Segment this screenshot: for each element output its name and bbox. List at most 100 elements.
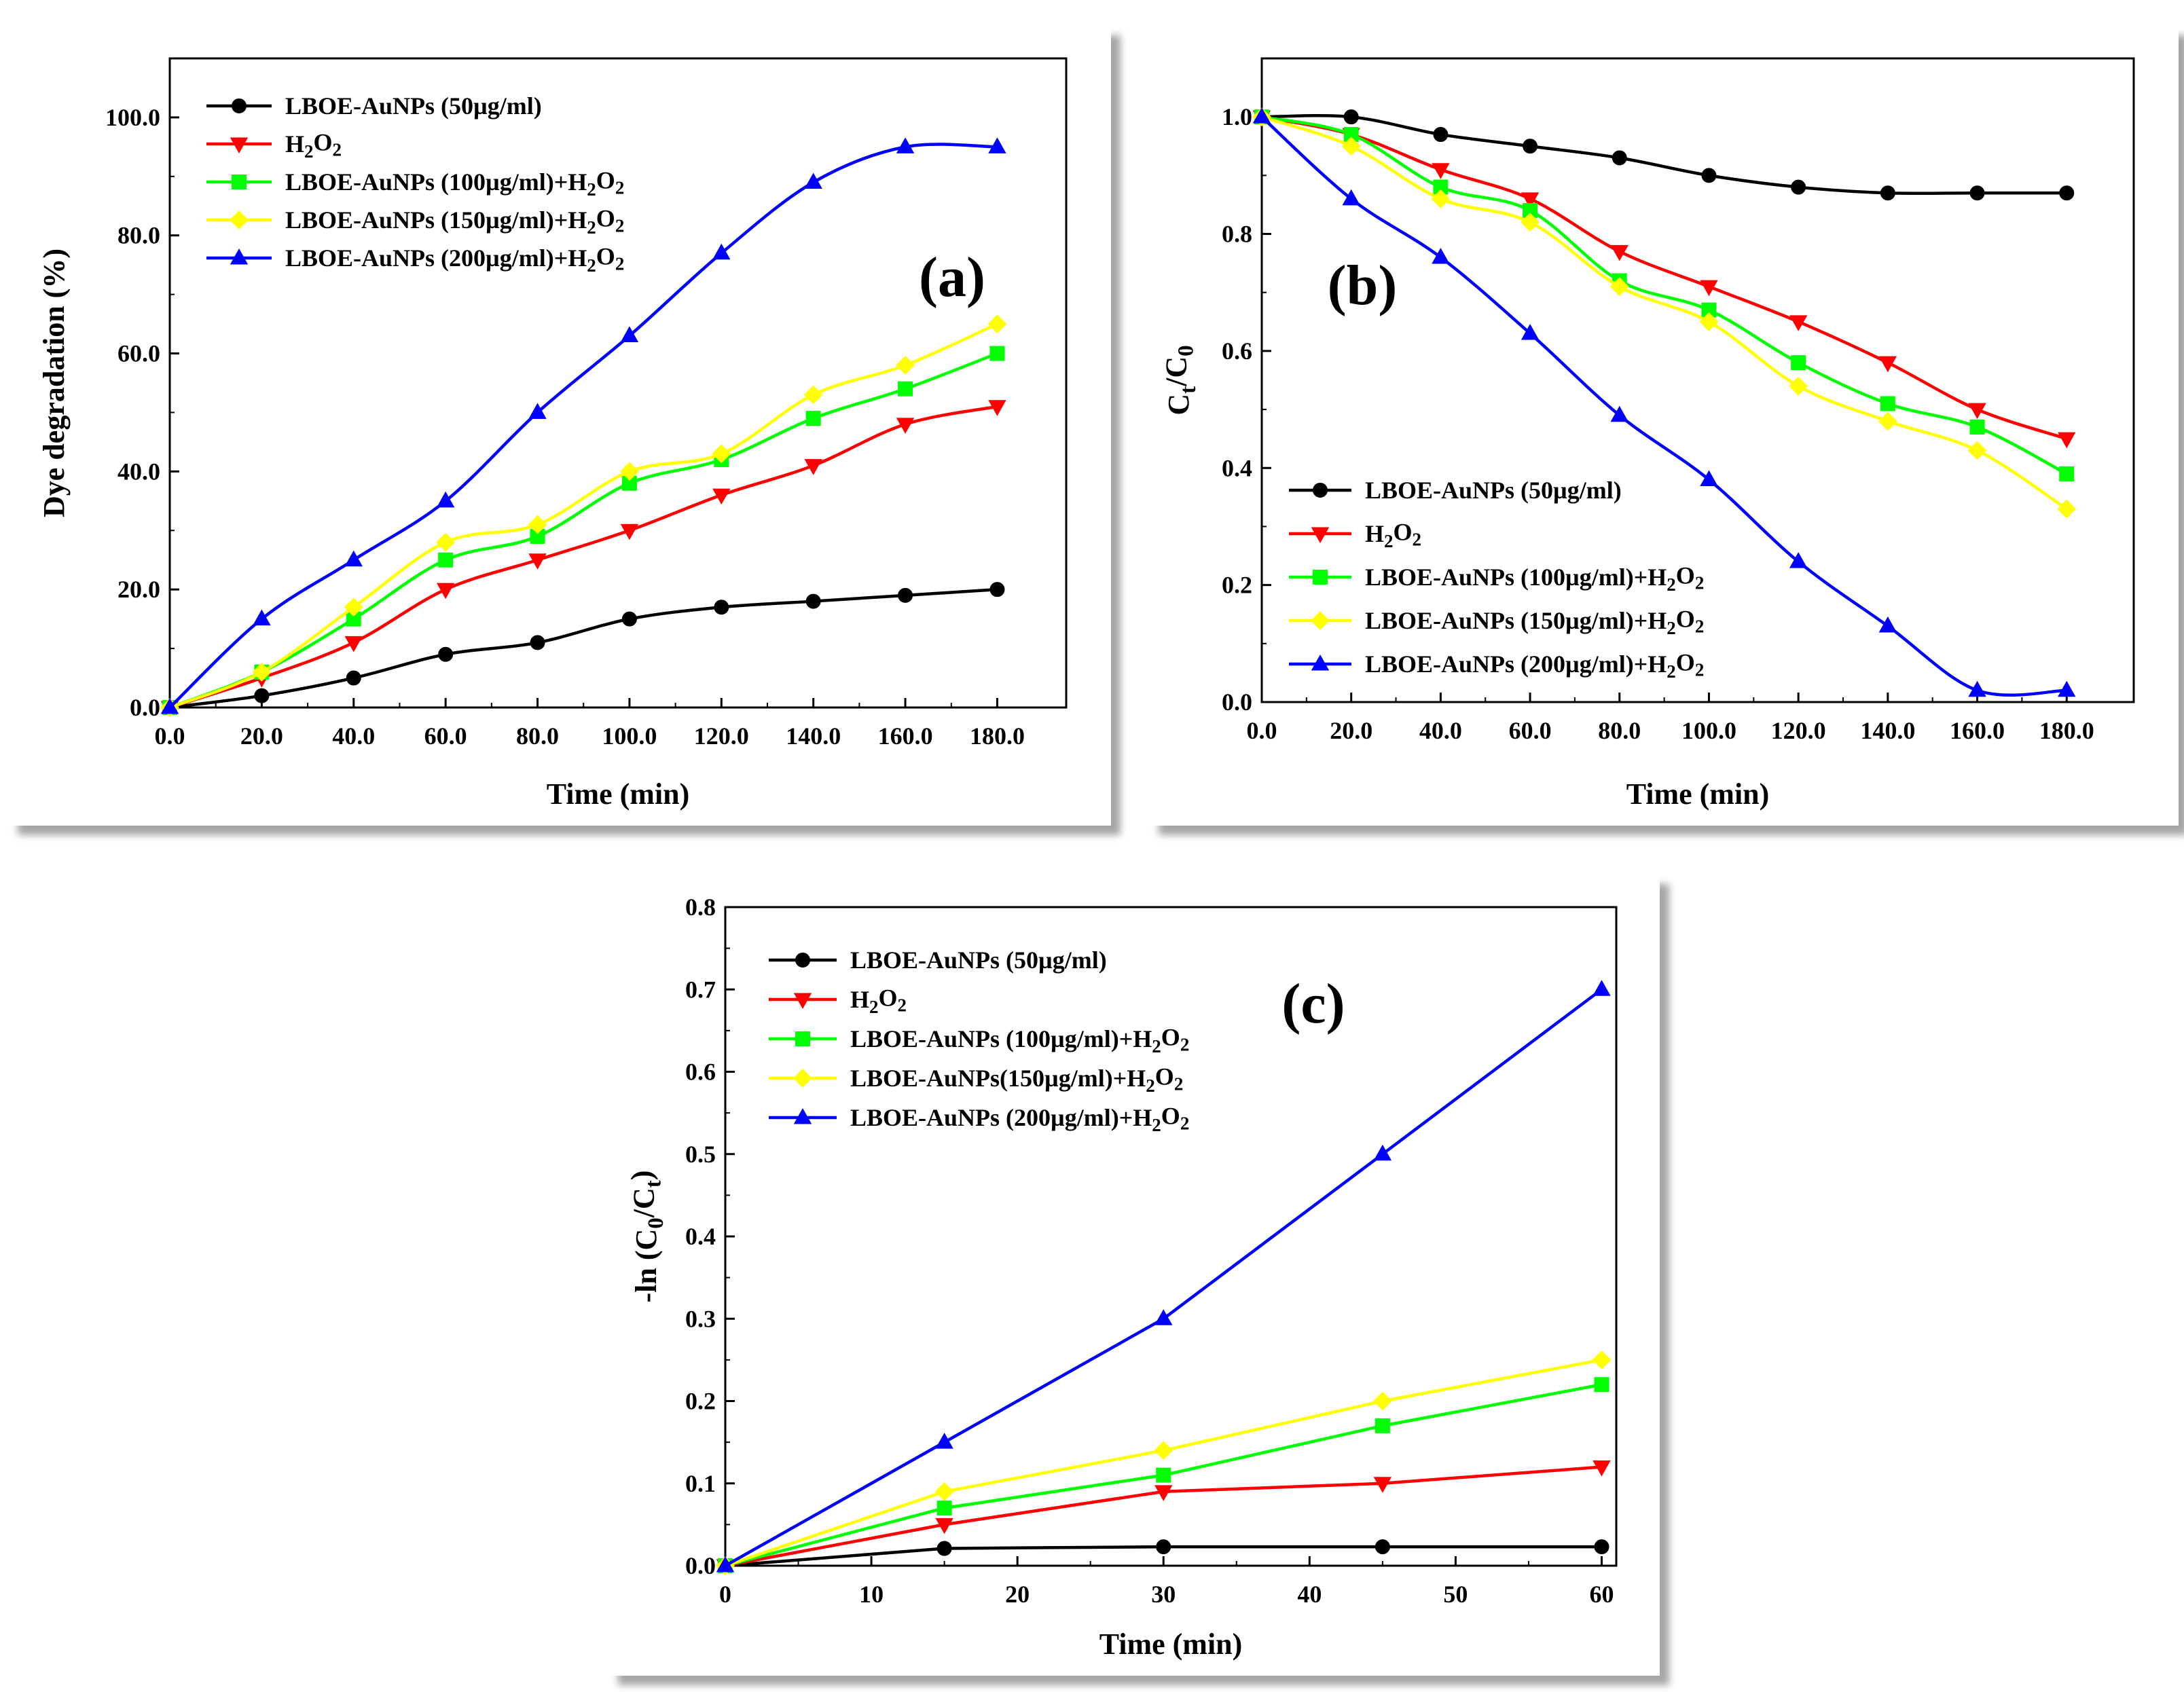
data-point-s1: [621, 611, 637, 627]
data-point-s3: [1880, 396, 1895, 411]
series-line-s5: [1260, 115, 2067, 697]
data-point-s4: [1609, 277, 1629, 297]
legend-label-s3: LBOE-AuNPs (100µg/ml)+H2O2: [1365, 562, 1704, 595]
y-tick-label: 40.0: [117, 458, 160, 485]
data-point-s5: [1432, 247, 1450, 264]
data-point-s4: [344, 597, 363, 617]
data-point-s3: [898, 381, 913, 397]
x-tick-label: 120.0: [1771, 717, 1826, 744]
x-tick-label: 160.0: [878, 722, 933, 750]
series-line-s2: [1261, 115, 2067, 441]
data-point-s3: [438, 552, 454, 568]
data-point-s5: [1342, 189, 1360, 206]
plot-frame: [1260, 57, 2135, 703]
legend-marker-s3: [1313, 570, 1328, 585]
data-point-s1: [254, 688, 270, 703]
x-tick-label: 100.0: [1681, 717, 1736, 744]
data-point-s5: [716, 1556, 735, 1573]
data-point-s4: [896, 356, 915, 375]
series-line-s4: [1261, 115, 2068, 511]
data-point-s5: [1521, 324, 1540, 340]
data-point-s5: [988, 137, 1006, 153]
x-tick-label: 180.0: [970, 722, 1025, 750]
data-point-s2: [1154, 1485, 1173, 1501]
data-point-s2: [1789, 315, 1808, 331]
data-point-s1: [1156, 1539, 1171, 1555]
y-tick-label: 0.4: [685, 1223, 716, 1250]
y-tick-label: 0.1: [685, 1470, 716, 1497]
series-line-s1: [1261, 114, 2067, 196]
series-line-s4: [725, 1358, 1602, 1568]
series-line-s3: [1261, 115, 2068, 475]
legend-marker-s4: [793, 1069, 812, 1088]
data-point-s5: [528, 403, 547, 419]
chart-b-svg: 0.0 20.0 40.0 60.0 80.0 100.0 120.0 140.0 160.0 1…: [1160, 57, 2135, 811]
legend-label-s2: H2O2: [850, 984, 907, 1017]
legend-label-s1: LBOE-AuNPs (50µg/ml): [850, 946, 1107, 974]
plot-frame: [168, 57, 1068, 709]
data-point-s1: [2059, 185, 2075, 201]
data-point-s5: [935, 1433, 953, 1449]
data-point-s5: [1700, 470, 1718, 487]
data-point-s4: [803, 385, 823, 405]
x-tick-label: 80.0: [516, 722, 559, 750]
x-axis-label: Time (min): [1099, 1627, 1243, 1661]
legend-marker-s3: [795, 1031, 810, 1046]
data-point-s4: [1967, 441, 1987, 460]
series-s3: [162, 346, 1005, 715]
data-point-s2: [1878, 356, 1897, 373]
data-point-s4: [436, 532, 456, 552]
data-point-s2: [620, 523, 639, 540]
data-point-s3: [1969, 419, 1985, 435]
chart-panel-a: 0.0 20.0 40.0 60.0 80.0 100.0 120.0 140.0 160.0 1…: [8, 26, 1111, 826]
data-point-s1: [714, 600, 729, 615]
x-axis-label: Time (min): [1626, 777, 1770, 811]
x-axis-label: Time (min): [547, 777, 690, 811]
data-point-s3: [1156, 1467, 1171, 1483]
y-tick-label: 0.5: [685, 1141, 716, 1168]
data-point-s2: [804, 459, 822, 475]
data-point-s1: [438, 646, 454, 662]
legend-marker-s2: [1311, 527, 1330, 544]
legend-label-s5: LBOE-AuNPs (200µg/ml)+H2O2: [850, 1102, 1189, 1135]
chart-panel-b: 0.0 20.0 40.0 60.0 80.0 100.0 120.0 140.0 160.0 1…: [1149, 26, 2179, 826]
data-point-s2: [344, 636, 363, 652]
x-tick-label: 20: [1005, 1581, 1030, 1608]
data-point-s5: [1789, 552, 1808, 568]
data-point-s5: [620, 326, 639, 342]
legend-marker-s5: [230, 248, 249, 265]
y-tick-label: 0.6: [1222, 337, 1252, 365]
legend-label-s5: LBOE-AuNPs (200µg/ml)+H2O2: [1365, 648, 1704, 682]
data-point-s5: [2058, 680, 2076, 697]
data-point-s2: [1592, 1460, 1611, 1477]
y-tick-label: 0.0: [685, 1552, 716, 1579]
data-point-s1: [1791, 179, 1806, 195]
y-axis-label: -ln (C0/Ct): [625, 1171, 668, 1303]
x-tick-label: 40.0: [1419, 717, 1462, 744]
data-point-s4: [2057, 499, 2077, 519]
data-point-s1: [346, 670, 361, 686]
data-point-s2: [988, 400, 1006, 416]
x-tick-label: 10: [859, 1581, 884, 1608]
x-tick-label: 140.0: [1860, 717, 1915, 744]
y-axis-label: Dye degradation (%): [37, 249, 71, 517]
x-tick-label: 20.0: [1330, 717, 1372, 744]
x-tick-label: 140.0: [786, 722, 841, 750]
data-point-s4: [528, 515, 547, 534]
data-point-s1: [1594, 1539, 1609, 1555]
panel-label: (b): [1328, 254, 1398, 317]
series-line-s2: [169, 405, 998, 710]
x-tick-label: 20.0: [240, 722, 283, 750]
y-tick-label: 0.4: [1222, 454, 1252, 481]
series-line-s5: [168, 143, 998, 709]
data-point-s2: [1968, 403, 1986, 420]
chart-a-svg: 0.0 20.0 40.0 60.0 80.0 100.0 120.0 140.0 160.0 1…: [37, 57, 1068, 811]
series-s5: [160, 137, 1006, 714]
data-point-s1: [936, 1541, 952, 1556]
legend-marker-s4: [230, 210, 249, 229]
legend-label-s1: LBOE-AuNPs (50µg/ml): [285, 92, 542, 119]
legend: LBOE-AuNPs (50µg/ml) H2O2 LBOE-AuNPs (100µ…: [1289, 477, 1704, 682]
data-point-s5: [253, 609, 271, 626]
legend-label-s3: LBOE-AuNPs (100µg/ml)+H2O2: [850, 1023, 1189, 1056]
series-s5: [716, 980, 1611, 1573]
